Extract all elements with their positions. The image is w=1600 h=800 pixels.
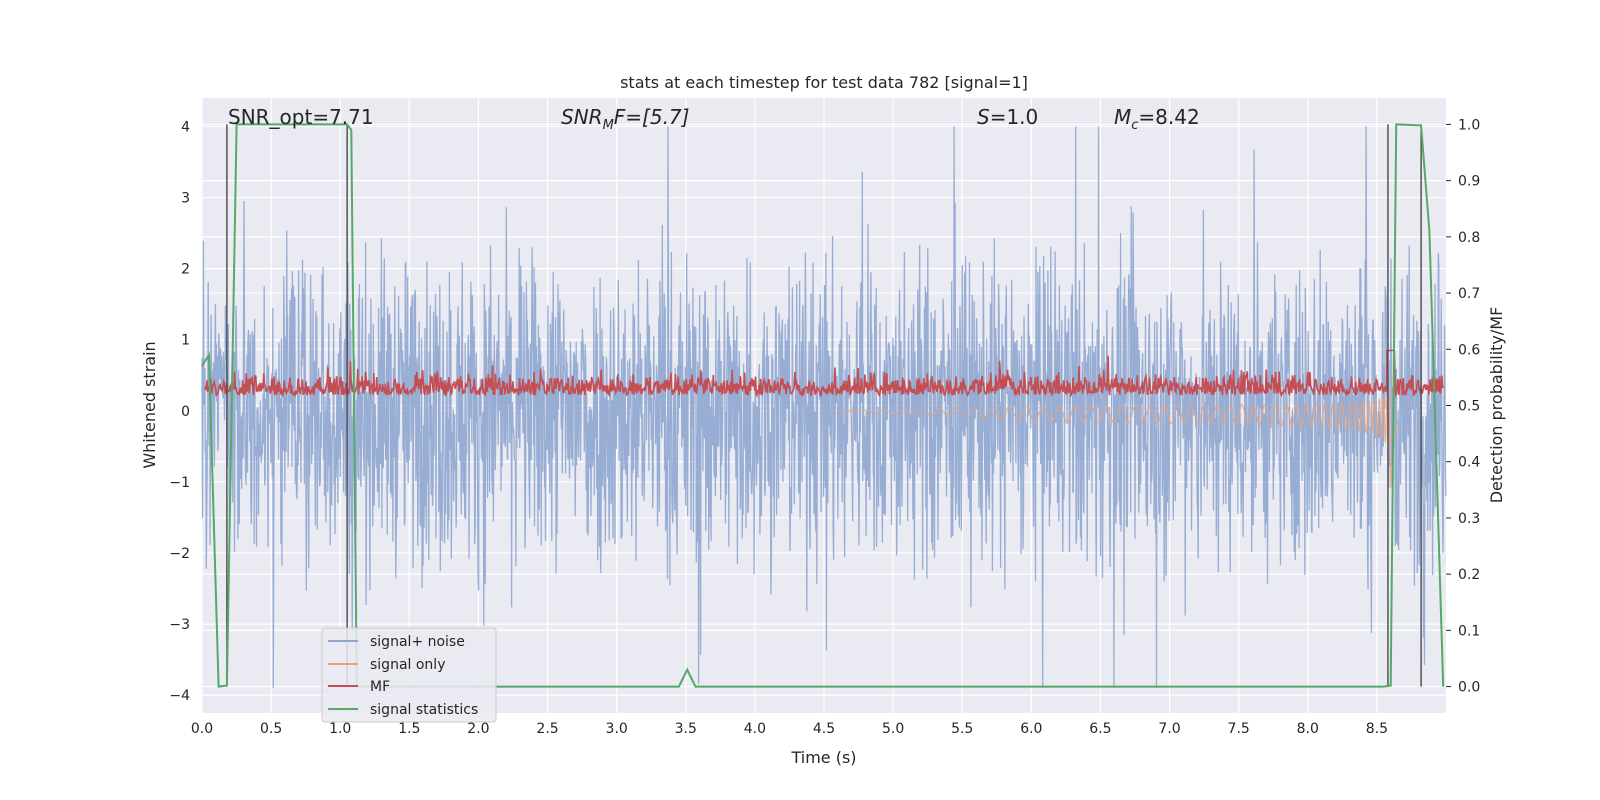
x-tick-label: 3.0 [606,721,628,737]
y-right-tick-label: 0.6 [1458,342,1480,358]
y-right-tick-label: 0.0 [1458,680,1480,696]
y-right-tick-label: 0.9 [1458,174,1480,190]
y-right-tick-label: 0.5 [1458,399,1480,415]
legend-label-signal-only: signal only [370,657,445,673]
y-right-tick-label: 0.3 [1458,511,1480,527]
x-axis-label: Time (s) [790,748,856,767]
y-tick-label: −1 [169,475,190,491]
signal-only-line [837,390,1399,488]
y-tick-label: −3 [169,617,190,633]
mf-line [204,349,1444,399]
y-right-tick-label: 0.8 [1458,230,1480,246]
chart-title: stats at each timestep for test data 782… [620,73,1028,92]
y-tick-label: −4 [169,688,190,704]
y-tick-label: 4 [181,119,190,135]
x-tick-label: 7.5 [1228,721,1250,737]
y-tick-label: −2 [169,546,190,562]
legend: signal+ noise signal only MF signal stat… [321,627,497,723]
series-signal-only [837,390,1399,488]
signal-statistics-line [201,123,1445,688]
x-tick-label: 2.0 [467,721,489,737]
y-tick-label: 1 [181,333,190,349]
annotation-snr-mf: SNRMF=[5.7] [561,105,689,133]
y-tick-labels: −4 −3 −2 −1 0 1 2 3 4 [169,119,190,704]
y-right-tick-labels: 0.0 0.1 0.2 0.3 0.4 0.5 0.6 0.7 0.8 0.9 1.0 [1446,117,1480,696]
y-right-tick-label: 0.2 [1458,567,1480,583]
y-tick-label: 0 [181,404,190,420]
x-tick-labels: 0.0 0.5 1.0 1.5 2.0 2.5 3.0 3.5 4.0 4.5 5.0 5.5 6.0 6… [191,721,1388,737]
x-tick-label: 3.5 [675,721,697,737]
y-axis-label: Whitened strain [140,341,159,468]
series-signal-statistics [201,123,1445,688]
legend-label-mf: MF [370,679,390,695]
series-signal-plus-noise [201,126,1447,689]
annotation-mc: Mc=8.42 [1114,105,1200,133]
x-tick-label: 5.5 [951,721,973,737]
x-tick-label: 6.5 [1089,721,1111,737]
x-tick-label: 4.5 [813,721,835,737]
legend-label-signal-statistics: signal statistics [370,702,478,718]
y-tick-label: 3 [181,191,190,207]
series-mf [204,349,1444,399]
annotation-s: S=1.0 [977,105,1038,129]
x-tick-label: 1.5 [398,721,420,737]
x-tick-label: 8.5 [1366,721,1388,737]
signal-plus-noise-line [201,126,1447,689]
y-right-tick-label: 0.1 [1458,623,1480,639]
legend-label-signal-noise: signal+ noise [370,634,465,650]
x-tick-label: 4.0 [744,721,766,737]
x-tick-label: 2.5 [536,721,558,737]
x-tick-label: 5.0 [882,721,904,737]
x-tick-label: 8.0 [1297,721,1319,737]
y-right-tick-label: 0.4 [1458,455,1480,471]
x-tick-label: 7.0 [1158,721,1180,737]
x-tick-label: 1.0 [329,721,351,737]
x-tick-label: 6.0 [1020,721,1042,737]
x-tick-label: 0.5 [260,721,282,737]
y-right-tick-label: 1.0 [1458,117,1480,133]
x-tick-label: 0.0 [191,721,213,737]
annotation-snr-opt: SNR_opt=7.71 [228,105,374,129]
y-tick-label: 2 [181,262,190,278]
y-right-axis-label: Detection probability/MF [1487,307,1506,504]
legend-box [321,627,497,723]
vertical-markers [226,124,1422,687]
y-right-tick-label: 0.7 [1458,286,1480,302]
